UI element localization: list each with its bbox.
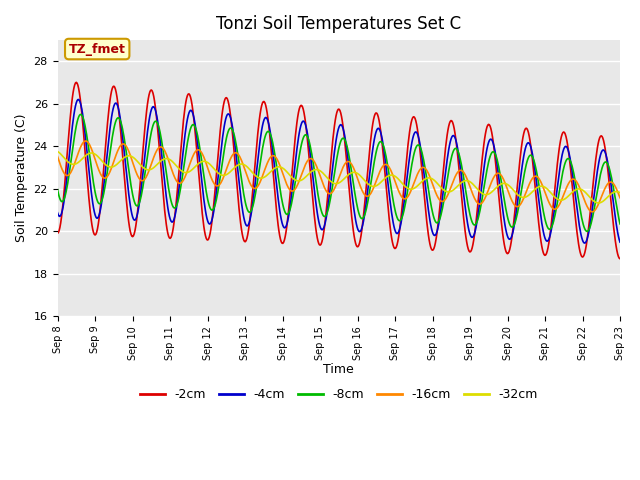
Y-axis label: Soil Temperature (C): Soil Temperature (C) xyxy=(15,114,28,242)
Legend: -2cm, -4cm, -8cm, -16cm, -32cm: -2cm, -4cm, -8cm, -16cm, -32cm xyxy=(134,383,543,406)
X-axis label: Time: Time xyxy=(323,362,354,375)
Text: TZ_fmet: TZ_fmet xyxy=(68,43,125,56)
Title: Tonzi Soil Temperatures Set C: Tonzi Soil Temperatures Set C xyxy=(216,15,461,33)
